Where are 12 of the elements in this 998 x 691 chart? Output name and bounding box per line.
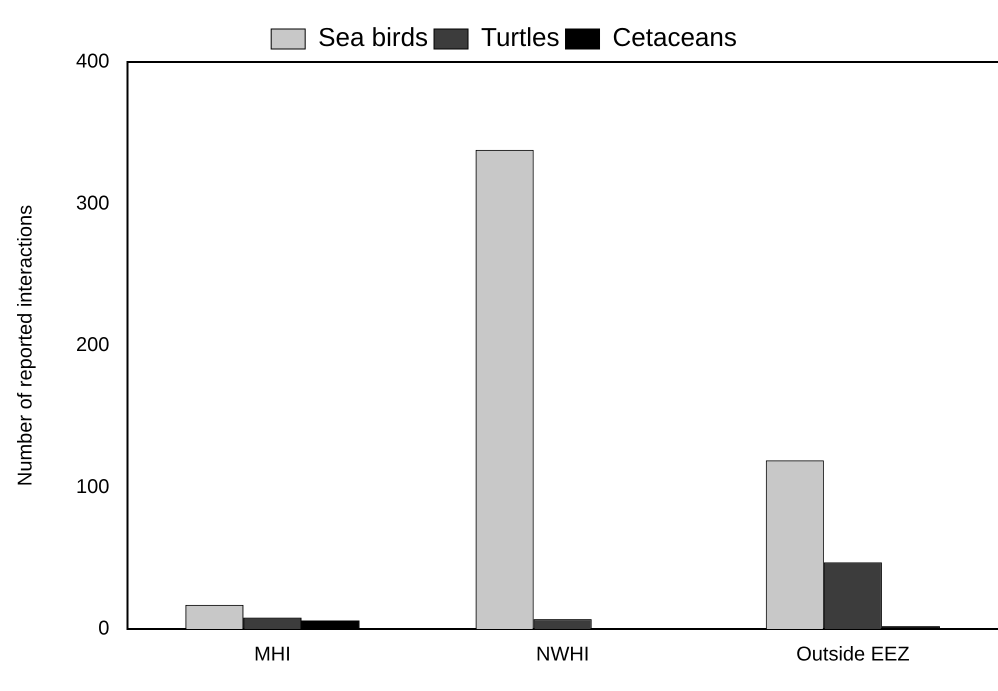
x-tick-label: MHI [254, 644, 291, 666]
y-axis-title: Number of reported interactions [14, 204, 37, 486]
legend-label: Turtles [481, 22, 560, 52]
y-tick-label: 300 [76, 192, 110, 214]
y-tick-label: 200 [76, 334, 110, 356]
legend-label: Sea birds [318, 22, 428, 52]
y-tick-label: 100 [76, 476, 110, 498]
x-tick-label: NWHI [536, 644, 590, 666]
legend-label: Cetaceans [612, 22, 737, 52]
y-tick-label: 0 [98, 618, 110, 640]
y-tick-label: 400 [76, 50, 110, 73]
x-tick-label: Outside EEZ [796, 644, 910, 666]
